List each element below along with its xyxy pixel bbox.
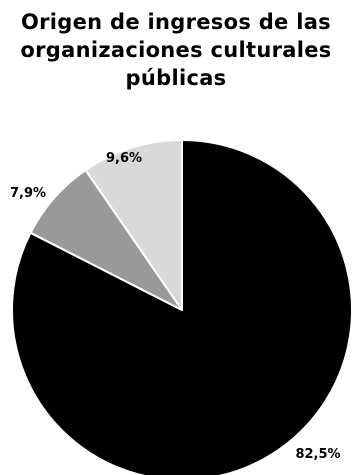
pie-label-3: 9,6% <box>106 151 142 166</box>
chart-title-line-1: Origen de ingresos de las <box>20 10 331 34</box>
pie-slice-3 <box>84 139 183 311</box>
pie-slices <box>11 139 352 475</box>
pie-labels: 82,5% 7,9% 9,6% <box>10 151 341 462</box>
chart-title-line-3: públicas <box>125 66 227 90</box>
chart-title-line-2: organizaciones culturales <box>20 38 332 62</box>
chart-title: Origen de ingresos de las organizaciones… <box>0 8 352 92</box>
pie-label-2: 7,9% <box>10 186 46 201</box>
pie-label-1: 82,5% <box>295 447 340 462</box>
